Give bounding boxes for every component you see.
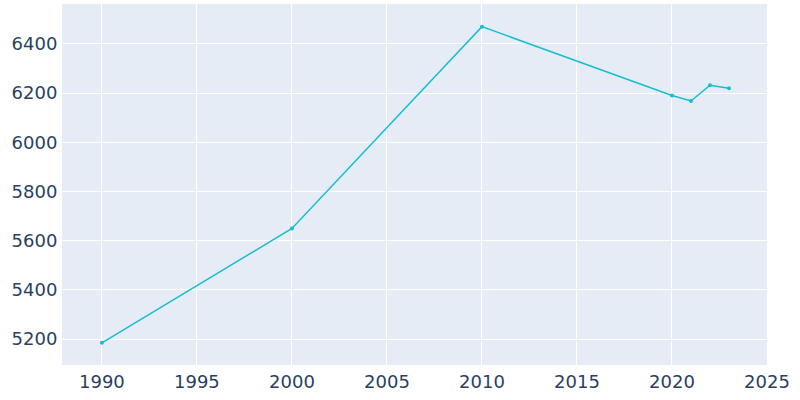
svg-text:6000: 6000 xyxy=(12,132,58,153)
svg-text:2025: 2025 xyxy=(744,371,790,392)
svg-text:5200: 5200 xyxy=(12,328,58,349)
svg-text:1995: 1995 xyxy=(174,371,220,392)
svg-text:5400: 5400 xyxy=(12,279,58,300)
svg-text:5600: 5600 xyxy=(12,230,58,251)
svg-text:2005: 2005 xyxy=(364,371,410,392)
svg-text:2020: 2020 xyxy=(649,371,695,392)
svg-text:2010: 2010 xyxy=(459,371,505,392)
svg-text:5800: 5800 xyxy=(12,181,58,202)
svg-text:6200: 6200 xyxy=(12,82,58,103)
svg-text:1990: 1990 xyxy=(79,371,125,392)
svg-text:2000: 2000 xyxy=(269,371,315,392)
svg-text:2015: 2015 xyxy=(554,371,600,392)
svg-text:6400: 6400 xyxy=(12,33,58,54)
